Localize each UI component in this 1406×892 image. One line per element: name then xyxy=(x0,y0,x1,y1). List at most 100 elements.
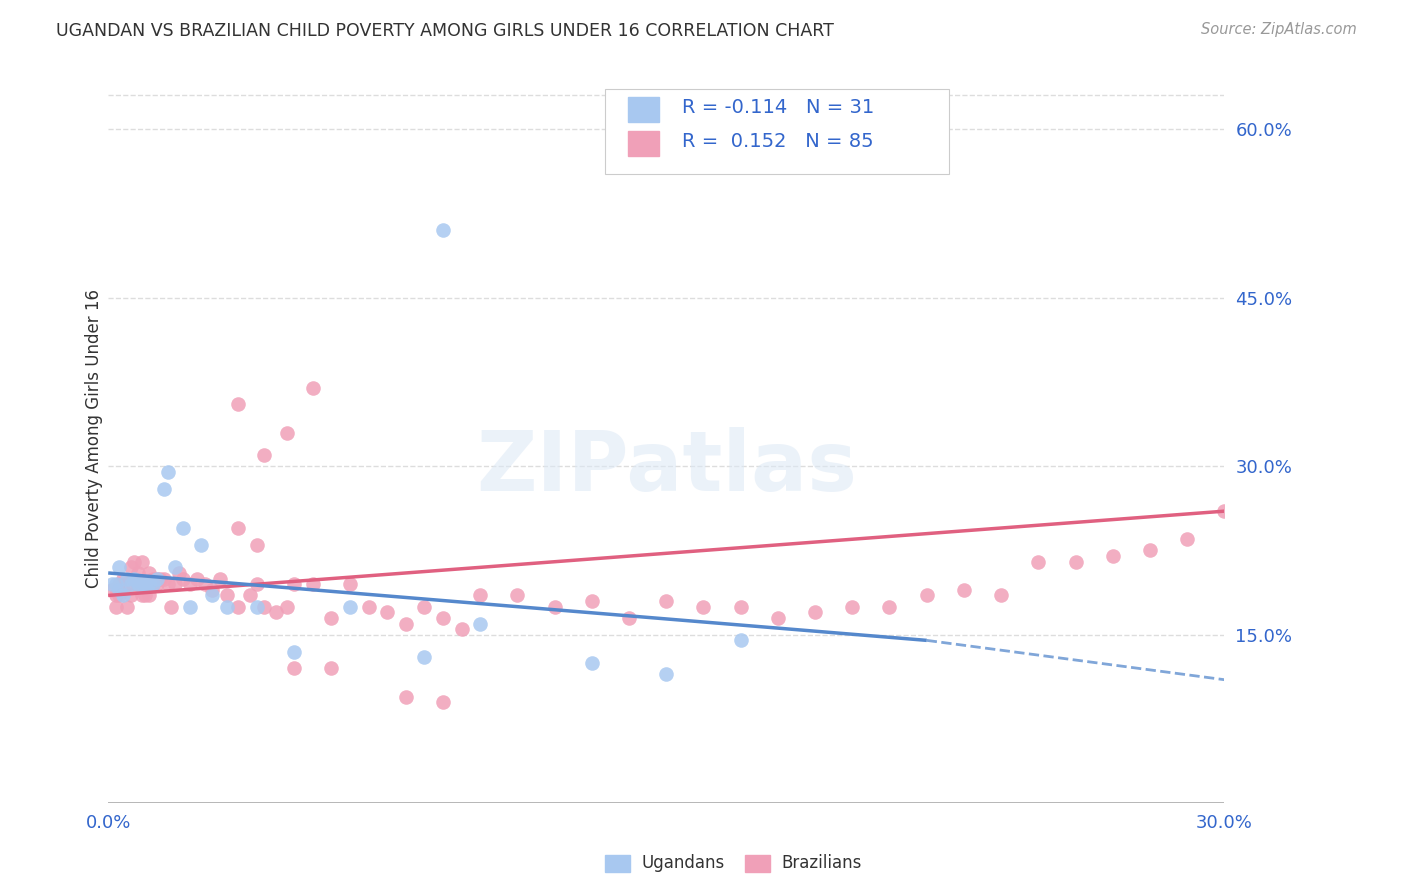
Point xyxy=(283,645,305,659)
Point xyxy=(127,577,149,591)
Point xyxy=(190,538,212,552)
Point xyxy=(953,582,976,597)
Point xyxy=(766,611,789,625)
Point xyxy=(127,566,149,580)
Point xyxy=(357,599,380,614)
Point xyxy=(134,577,156,591)
Point xyxy=(101,577,124,591)
Point xyxy=(131,577,153,591)
Text: UGANDAN VS BRAZILIAN CHILD POVERTY AMONG GIRLS UNDER 16 CORRELATION CHART: UGANDAN VS BRAZILIAN CHILD POVERTY AMONG… xyxy=(56,22,834,40)
Point xyxy=(692,599,714,614)
Point xyxy=(228,599,250,614)
Point xyxy=(450,622,472,636)
Point xyxy=(730,633,752,648)
Point xyxy=(208,572,231,586)
Point xyxy=(179,577,201,591)
Text: Brazilians: Brazilians xyxy=(782,855,862,872)
Point xyxy=(153,572,176,586)
Point xyxy=(543,599,565,614)
Point xyxy=(112,582,135,597)
Point xyxy=(1139,543,1161,558)
Point xyxy=(165,577,187,591)
Point xyxy=(217,589,239,603)
Point xyxy=(879,599,901,614)
Point xyxy=(581,656,603,670)
Point xyxy=(101,582,124,597)
Point xyxy=(239,589,262,603)
Point xyxy=(253,448,276,462)
Point xyxy=(115,577,138,591)
Point xyxy=(201,582,224,597)
Point xyxy=(108,582,131,597)
Point xyxy=(1101,549,1123,563)
Point xyxy=(276,425,298,440)
Point xyxy=(167,566,190,580)
Point xyxy=(395,616,418,631)
Point xyxy=(375,605,398,619)
Point xyxy=(246,577,269,591)
Point xyxy=(253,599,276,614)
Point xyxy=(104,589,127,603)
Point xyxy=(122,572,145,586)
Point xyxy=(149,572,172,586)
Point xyxy=(321,661,343,675)
Point xyxy=(413,650,436,665)
Y-axis label: Child Poverty Among Girls Under 16: Child Poverty Among Girls Under 16 xyxy=(86,289,103,588)
Point xyxy=(172,572,194,586)
Point xyxy=(179,599,201,614)
Text: R = -0.114   N = 31: R = -0.114 N = 31 xyxy=(682,98,875,118)
Point xyxy=(228,521,250,535)
Point xyxy=(730,599,752,614)
Point xyxy=(120,589,142,603)
Point xyxy=(581,594,603,608)
Point xyxy=(339,599,361,614)
Point xyxy=(108,560,131,574)
Point xyxy=(115,572,138,586)
Point xyxy=(470,589,492,603)
Point xyxy=(283,661,305,675)
Point xyxy=(246,538,269,552)
Point xyxy=(217,599,239,614)
Point xyxy=(131,555,153,569)
Point xyxy=(655,667,678,681)
Text: Source: ZipAtlas.com: Source: ZipAtlas.com xyxy=(1201,22,1357,37)
Point xyxy=(172,521,194,535)
Point xyxy=(655,594,678,608)
Point xyxy=(301,381,323,395)
Point xyxy=(617,611,640,625)
Point xyxy=(841,599,863,614)
Point xyxy=(264,605,287,619)
Point xyxy=(915,589,938,603)
Point xyxy=(122,555,145,569)
Point xyxy=(246,599,269,614)
Point xyxy=(228,397,250,411)
Point xyxy=(804,605,827,619)
Point xyxy=(122,572,145,586)
Point xyxy=(115,599,138,614)
Point xyxy=(194,577,217,591)
Point xyxy=(1175,533,1198,547)
Point xyxy=(201,589,224,603)
Point xyxy=(301,577,323,591)
Point xyxy=(395,690,418,704)
Point xyxy=(112,572,135,586)
Point xyxy=(104,599,127,614)
Point xyxy=(339,577,361,591)
Point xyxy=(142,577,165,591)
Point xyxy=(156,465,179,479)
Point xyxy=(131,589,153,603)
Point xyxy=(276,599,298,614)
Text: Ugandans: Ugandans xyxy=(641,855,724,872)
Point xyxy=(165,560,187,574)
Point xyxy=(134,577,156,591)
Point xyxy=(138,589,160,603)
Point xyxy=(1064,555,1087,569)
Point xyxy=(108,589,131,603)
Point xyxy=(432,223,454,237)
Point xyxy=(138,566,160,580)
Point xyxy=(990,589,1012,603)
Point xyxy=(120,577,142,591)
Point xyxy=(138,577,160,591)
Text: R =  0.152   N = 85: R = 0.152 N = 85 xyxy=(682,132,873,152)
Point xyxy=(127,577,149,591)
